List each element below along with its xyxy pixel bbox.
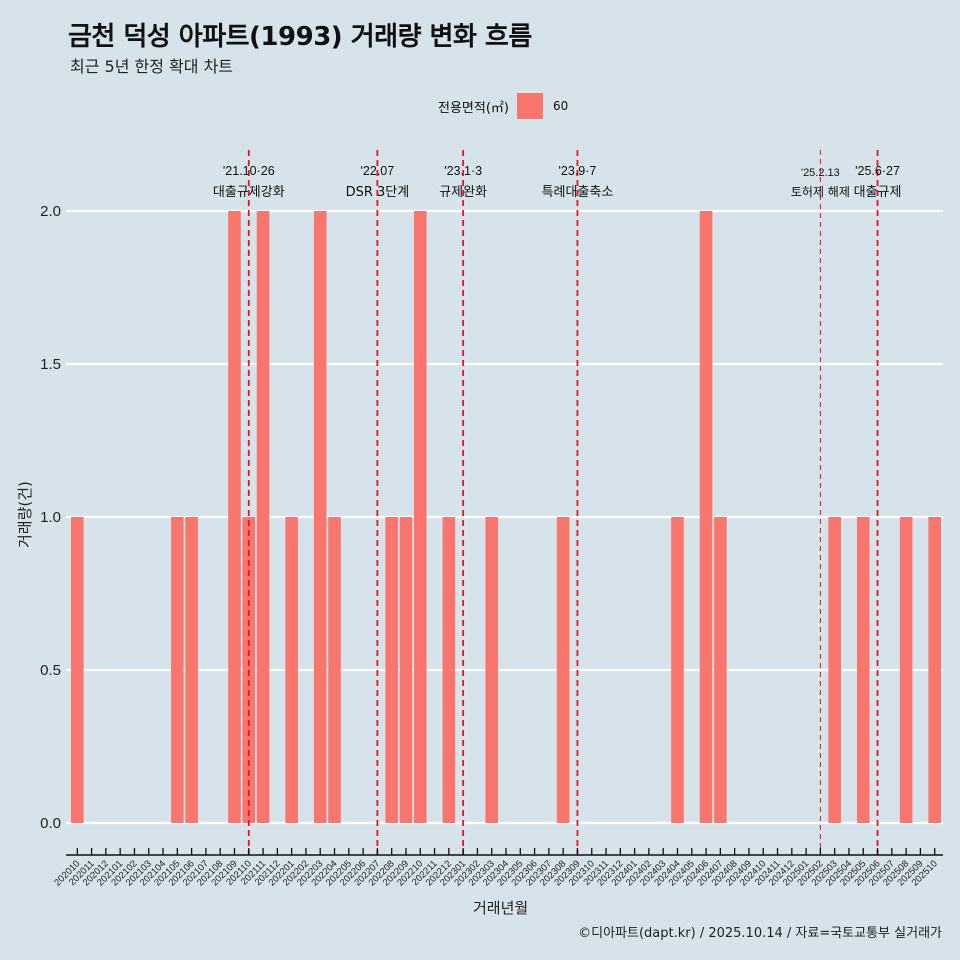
bar-202308 [556, 517, 570, 823]
bar-202109 [228, 211, 241, 823]
y-tick-label: 1.5 [40, 356, 61, 373]
legend-swatch [516, 93, 543, 119]
bar-202106 [185, 517, 198, 823]
event-date-label: '25.2.13 [801, 167, 840, 179]
bar-202111 [256, 211, 270, 823]
bar-202212 [442, 517, 456, 823]
bar-202010 [71, 517, 84, 823]
bar-202407 [714, 517, 727, 823]
x-axis-title: 거래년월 [473, 899, 529, 917]
event-date-label: '21.10·26 [223, 164, 275, 178]
y-tick-label: 0.5 [40, 662, 61, 679]
bar-202404 [671, 517, 684, 823]
event-label: 토허제 해제 [791, 185, 850, 199]
bar-202508 [899, 517, 913, 823]
y-tick-label: 1.0 [40, 509, 61, 526]
event-date-label: '25.6·27 [855, 164, 900, 178]
bar-202503 [828, 517, 841, 823]
event-label: DSR 3단계 [346, 185, 410, 200]
source-caption: ©디아파트(dapt.kr) / 2025.10.14 / 자료=국토교통부 실… [578, 926, 942, 941]
event-date-label: '22.07 [361, 164, 395, 178]
bar-202201 [285, 517, 298, 823]
bar-202203 [313, 211, 327, 823]
chart-title: 금천 덕성 아파트(1993) 거래량 변화 흐름 [68, 22, 532, 52]
bar-202210 [413, 211, 427, 823]
event-label: 특례대출축소 [542, 185, 614, 200]
event-label: 규제완화 [439, 185, 487, 200]
y-tick-label: 2.0 [40, 203, 61, 220]
event-layer: '21.10·26 대출규제강화 '22.07 DSR 3단계 '23.1·3 규제완화 '… [213, 150, 902, 855]
bar-202303 [485, 517, 499, 823]
legend: 전용면적(㎡) 60 [438, 93, 568, 119]
bar-202105 [171, 517, 184, 823]
bar-202406 [699, 211, 713, 823]
legend-title: 전용면적(㎡) [438, 100, 509, 116]
y-axis-title: 거래량(건) [16, 481, 34, 548]
chart-subtitle: 최근 5년 한정 확대 차트 [70, 57, 234, 76]
event-label: 대출규제 [854, 185, 902, 200]
bar-202204 [328, 517, 341, 823]
legend-label: 60 [552, 99, 569, 113]
grid-layer [66, 209, 943, 825]
event-date-label: '23.1·3 [444, 164, 482, 178]
bar-202510 [928, 517, 941, 823]
bar-202209 [399, 517, 413, 823]
bar-202208 [385, 517, 398, 823]
event-date-label: '23.9·7 [559, 164, 597, 178]
bar-202505 [856, 517, 870, 823]
y-tick-label: 0.0 [40, 815, 61, 832]
event-label: 대출규제강화 [213, 185, 285, 200]
